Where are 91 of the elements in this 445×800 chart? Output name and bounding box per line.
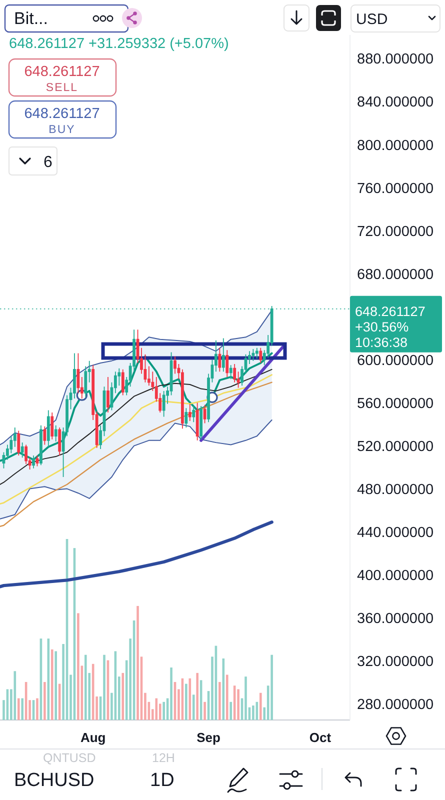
line-series xyxy=(0,382,272,528)
bar xyxy=(237,689,240,720)
bar xyxy=(218,682,221,720)
bar xyxy=(122,672,124,720)
y-tick-label: 440.000000 xyxy=(357,524,434,541)
text: BCHUSD xyxy=(14,770,94,791)
candlestick xyxy=(162,390,166,418)
bar xyxy=(36,698,38,720)
candlestick xyxy=(196,402,199,441)
y-tick-label: 880.000000 xyxy=(357,52,434,68)
bar xyxy=(77,613,80,720)
line-series xyxy=(0,520,274,588)
annotation: 648.261127 xyxy=(24,106,100,122)
candlestick xyxy=(226,350,229,378)
text: QNTUSD xyxy=(43,751,96,765)
candlestick xyxy=(121,368,124,396)
bar xyxy=(259,692,262,720)
candlestick xyxy=(252,348,255,362)
bar xyxy=(244,676,247,720)
line-series xyxy=(0,374,273,505)
bar xyxy=(50,649,54,720)
candlestick xyxy=(36,455,39,467)
annotation: BUY xyxy=(48,124,76,136)
bar xyxy=(204,702,206,720)
candlestick xyxy=(188,403,192,422)
ref-line-label: 648.261127 +30.56% 10:36:38 xyxy=(355,304,426,350)
candlestick xyxy=(106,376,110,413)
bar xyxy=(54,651,57,720)
line-series xyxy=(0,310,272,446)
y-tick-label: 560.000000 xyxy=(357,396,434,412)
bar xyxy=(21,698,24,720)
candlestick xyxy=(32,455,35,469)
y-tick-label: 520.000000 xyxy=(357,438,434,455)
candlestick xyxy=(184,408,188,428)
y-tick-label: 600.000000 xyxy=(357,352,434,369)
bar xyxy=(226,674,228,720)
text: 12H xyxy=(152,751,175,765)
chart-title: Bit... xyxy=(14,9,48,28)
x-tick-label: Aug xyxy=(80,730,106,745)
candlestick xyxy=(192,406,196,423)
y-tick-label: 760.000000 xyxy=(357,180,434,197)
bar xyxy=(17,698,20,720)
y-tick-label: 720.000000 xyxy=(357,224,434,240)
annotation: 6 xyxy=(44,154,53,171)
candlestick xyxy=(43,426,46,446)
y-tick-label: 840.000000 xyxy=(357,94,434,111)
bar xyxy=(84,654,87,720)
y-tick-label: 320.000000 xyxy=(357,654,434,670)
candlestick xyxy=(229,364,232,380)
candlestick xyxy=(255,347,258,360)
candlestick xyxy=(218,347,222,372)
bar xyxy=(103,654,106,720)
y-tick-label: 480.000000 xyxy=(357,482,434,498)
candlestick xyxy=(46,410,50,448)
candlestick xyxy=(259,347,262,364)
annotation: 648.261127 xyxy=(24,64,100,80)
text: USD xyxy=(356,11,388,28)
bar xyxy=(162,702,165,720)
y-tick-label: 280.000000 xyxy=(357,696,434,713)
annotation: SELL xyxy=(46,82,78,94)
candlestick xyxy=(40,424,42,466)
bar xyxy=(136,606,139,720)
candlestick xyxy=(200,406,203,440)
line-series xyxy=(0,368,272,485)
bar xyxy=(230,702,232,720)
bar xyxy=(185,684,188,720)
chart-subtitle: 648.261127 +31.259332 (+5.07%) xyxy=(9,36,229,52)
x-tick-label: Oct xyxy=(309,730,332,745)
candlestick xyxy=(222,338,225,372)
bar xyxy=(14,671,16,720)
line-series xyxy=(0,419,272,520)
y-tick-label: 800.000000 xyxy=(357,138,434,154)
bar xyxy=(196,672,198,720)
bar xyxy=(155,698,158,720)
candlestick xyxy=(54,424,58,442)
candlestick xyxy=(58,427,62,456)
candlestick xyxy=(20,442,24,458)
y-tick-label: 680.000000 xyxy=(357,266,434,283)
candlestick xyxy=(17,430,20,456)
y-tick-label: 400.000000 xyxy=(357,568,434,584)
y-tick-label: 360.000000 xyxy=(357,610,434,627)
bar xyxy=(270,654,273,720)
candlestick xyxy=(50,412,54,440)
bar xyxy=(170,668,172,720)
bar xyxy=(252,706,254,720)
bar xyxy=(188,678,192,720)
text: 1D xyxy=(150,770,174,791)
line-series xyxy=(0,352,273,462)
bar xyxy=(192,694,195,720)
bar xyxy=(44,682,46,720)
x-tick-label: Sep xyxy=(196,730,220,745)
